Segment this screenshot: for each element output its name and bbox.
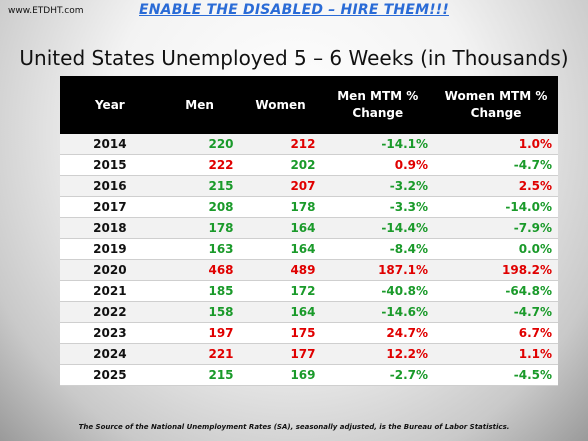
cell-women-mtm: -7.9% <box>434 217 558 239</box>
cell-year: 2020 <box>60 259 160 281</box>
cell-women-mtm: -4.5% <box>434 364 558 386</box>
cell-year: 2019 <box>60 238 160 260</box>
cell-women: 169 <box>239 364 322 386</box>
col-header-women: Women <box>239 76 322 134</box>
table-row: 2024 221 177 12.2% 1.1% <box>60 343 558 365</box>
cell-men: 197 <box>159 322 240 344</box>
cell-men: 163 <box>159 238 240 260</box>
cell-year: 2021 <box>60 280 160 302</box>
table-row: 2023 197 175 24.7% 6.7% <box>60 322 558 344</box>
table-row: 2017 208 178 -3.3% -14.0% <box>60 196 558 218</box>
cell-men: 215 <box>159 364 240 386</box>
unemployment-table: Year Men Women Men MTM % Change Women MT… <box>60 76 558 386</box>
cell-men: 468 <box>159 259 240 281</box>
cell-women: 164 <box>239 238 322 260</box>
cell-men: 208 <box>159 196 240 218</box>
cell-women: 202 <box>239 154 322 176</box>
cell-men: 222 <box>159 154 240 176</box>
cell-women: 175 <box>239 322 322 344</box>
cell-men: 185 <box>159 280 240 302</box>
table-row: 2022 158 164 -14.6% -4.7% <box>60 301 558 323</box>
cell-men-mtm: -3.3% <box>321 196 435 218</box>
cell-women: 177 <box>239 343 322 365</box>
cell-year: 2015 <box>60 154 160 176</box>
cell-women: 164 <box>239 217 322 239</box>
table-row: 2016 215 207 -3.2% 2.5% <box>60 175 558 197</box>
cell-men: 178 <box>159 217 240 239</box>
cell-year: 2017 <box>60 196 160 218</box>
table-row: 2025 215 169 -2.7% -4.5% <box>60 364 558 386</box>
cell-year: 2023 <box>60 322 160 344</box>
cell-women: 212 <box>239 134 322 155</box>
cell-men-mtm: -8.4% <box>321 238 435 260</box>
cell-men-mtm: 187.1% <box>321 259 435 281</box>
cell-women: 178 <box>239 196 322 218</box>
page-title: United States Unemployed 5 – 6 Weeks (in… <box>19 46 569 70</box>
cell-men-mtm: -14.1% <box>321 134 435 155</box>
table-header-row: Year Men Women Men MTM % Change Women MT… <box>60 76 558 134</box>
cell-men-mtm: -14.4% <box>321 217 435 239</box>
col-header-men: Men <box>159 76 240 134</box>
cell-women-mtm: 1.1% <box>434 343 558 365</box>
cell-women: 207 <box>239 175 322 197</box>
cell-year: 2022 <box>60 301 160 323</box>
table-row: 2019 163 164 -8.4% 0.0% <box>60 238 558 260</box>
col-header-women-mtm: Women MTM % Change <box>434 76 558 134</box>
cell-women-mtm: -14.0% <box>434 196 558 218</box>
cell-women-mtm: -64.8% <box>434 280 558 302</box>
cell-men-mtm: -2.7% <box>321 364 435 386</box>
col-header-men-mtm: Men MTM % Change <box>321 76 435 134</box>
cell-men-mtm: -3.2% <box>321 175 435 197</box>
cell-year: 2024 <box>60 343 160 365</box>
source-footnote: The Source of the National Unemployment … <box>78 423 510 431</box>
cell-men-mtm: 12.2% <box>321 343 435 365</box>
cell-women-mtm: -4.7% <box>434 154 558 176</box>
cell-year: 2014 <box>60 134 160 155</box>
cell-women-mtm: -4.7% <box>434 301 558 323</box>
cell-year: 2016 <box>60 175 160 197</box>
cell-men: 221 <box>159 343 240 365</box>
site-url: www.ETDHT.com <box>8 6 84 16</box>
col-header-year: Year <box>60 76 160 134</box>
cell-women-mtm: 6.7% <box>434 322 558 344</box>
table-row: 2014 220 212 -14.1% 1.0% <box>60 134 558 155</box>
table-body: 2014 220 212 -14.1% 1.0% 2015 222 202 0.9% -4.7% 2… <box>60 134 558 386</box>
cell-men-mtm: -40.8% <box>321 280 435 302</box>
cell-men: 158 <box>159 301 240 323</box>
cell-women-mtm: 2.5% <box>434 175 558 197</box>
cell-women: 489 <box>239 259 322 281</box>
cell-men-mtm: -14.6% <box>321 301 435 323</box>
cell-men-mtm: 24.7% <box>321 322 435 344</box>
table-row: 2015 222 202 0.9% -4.7% <box>60 154 558 176</box>
cell-women-mtm: 1.0% <box>434 134 558 155</box>
cell-women: 164 <box>239 301 322 323</box>
table-row: 2020 468 489 187.1% 198.2% <box>60 259 558 281</box>
cell-women: 172 <box>239 280 322 302</box>
cell-year: 2025 <box>60 364 160 386</box>
cell-men: 215 <box>159 175 240 197</box>
banner-slogan: ENABLE THE DISABLED – HIRE THEM!!! <box>139 2 449 18</box>
cell-men-mtm: 0.9% <box>321 154 435 176</box>
table-row: 2018 178 164 -14.4% -7.9% <box>60 217 558 239</box>
cell-women-mtm: 0.0% <box>434 238 558 260</box>
cell-men: 220 <box>159 134 240 155</box>
cell-year: 2018 <box>60 217 160 239</box>
table-row: 2021 185 172 -40.8% -64.8% <box>60 280 558 302</box>
cell-women-mtm: 198.2% <box>434 259 558 281</box>
